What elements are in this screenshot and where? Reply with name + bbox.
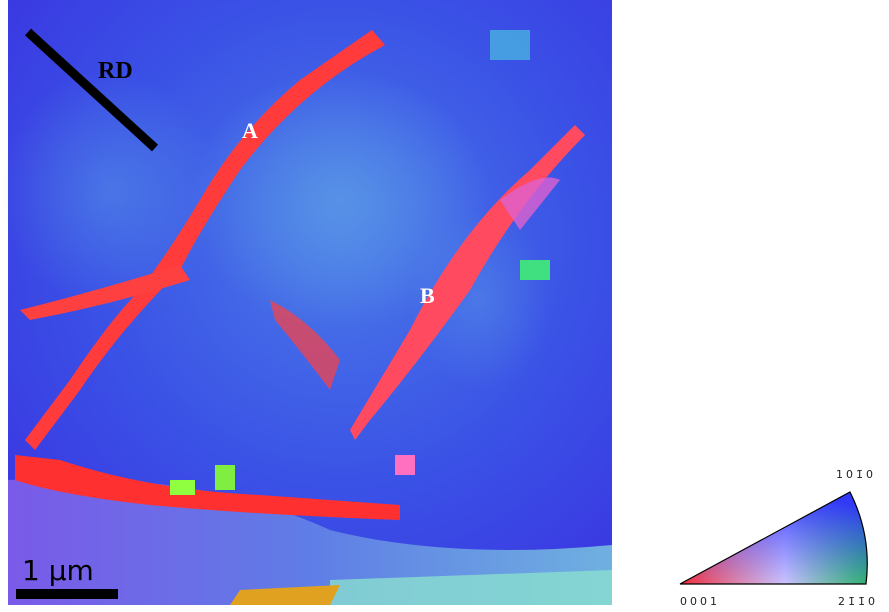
- ebsd-map: RD A B 1 µm: [0, 0, 612, 605]
- scale-bar-label: 1 µm: [22, 554, 94, 587]
- scale-bar: [16, 589, 118, 599]
- grain-label: A: [242, 118, 258, 143]
- ipf-legend: 101̄0 0001 21̄1̄0: [679, 468, 878, 608]
- legend-corner-label: 0001: [680, 595, 720, 608]
- rd-axis: [24, 28, 159, 152]
- rd-label: RD: [98, 58, 133, 84]
- legend-corner-label: 21̄1̄0: [838, 595, 878, 608]
- legend-corner-label: 101̄0: [836, 468, 876, 481]
- grain-label: B: [420, 283, 435, 308]
